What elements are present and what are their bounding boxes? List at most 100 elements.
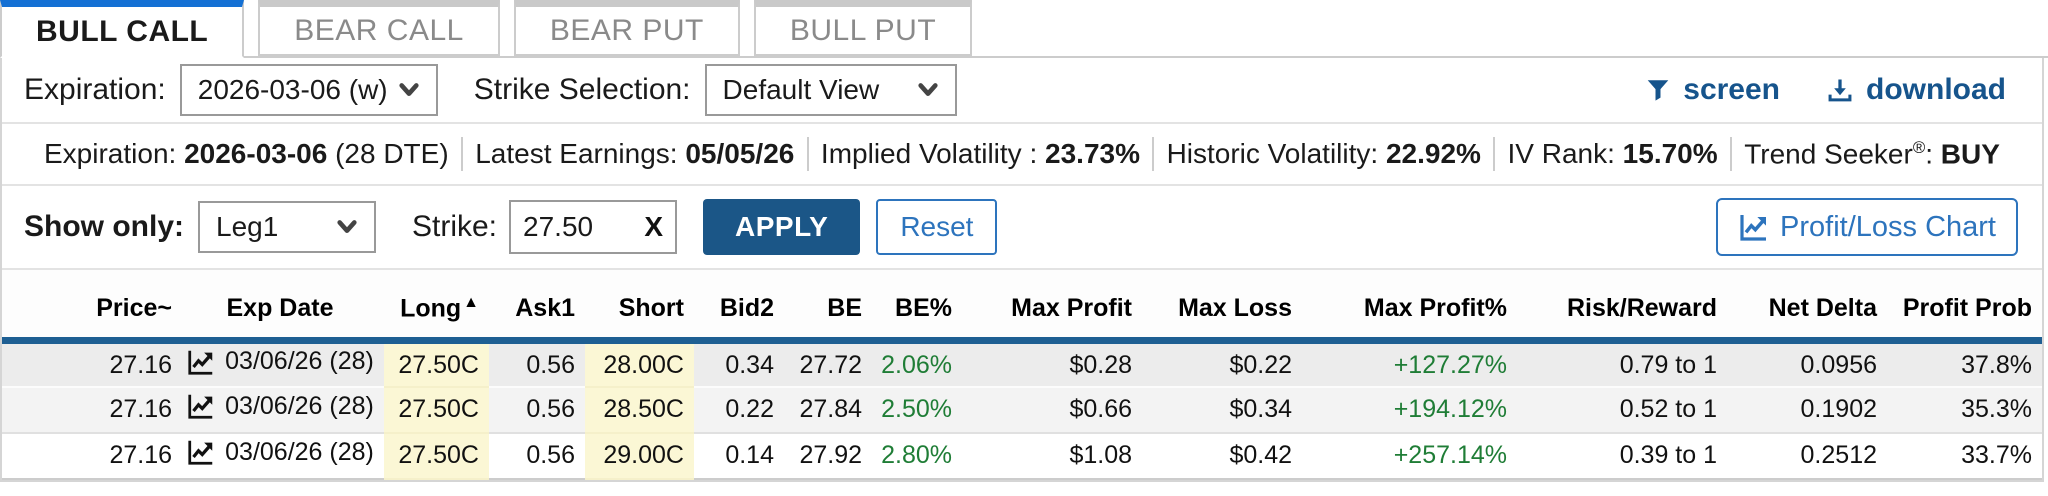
divider: [460, 137, 463, 171]
toolbar: Expiration: 2026-03-06 (w) Strike Select…: [2, 58, 2042, 124]
cell-be-pct: 2.06%: [872, 340, 962, 388]
cell-be: 27.92: [784, 432, 872, 480]
strike-label: Strike:: [412, 210, 498, 243]
download-icon: [1828, 79, 1852, 102]
cell-exp-date: 03/06/26 (28): [182, 432, 384, 480]
strike-selection-value: Default View: [722, 74, 880, 105]
cell-net-delta: 0.1902: [1727, 386, 1887, 434]
strike-input[interactable]: [523, 211, 637, 243]
col-max-loss[interactable]: Max Loss: [1142, 270, 1302, 345]
col-ask1[interactable]: Ask1: [489, 270, 585, 345]
col-exp-date[interactable]: Exp Date: [182, 270, 384, 345]
divider: [806, 137, 809, 171]
col-risk-reward[interactable]: Risk/Reward: [1517, 270, 1727, 345]
screener-panel: Expiration: 2026-03-06 (w) Strike Select…: [0, 58, 2044, 482]
table-header: Price~ Exp Date Long ▲ Ask1 Short Bid2 BE…: [2, 270, 2042, 345]
cell-price: 27.16: [2, 340, 182, 388]
cell-exp-date: 03/06/26 (28): [182, 340, 384, 388]
sort-asc-icon: ▲: [463, 294, 479, 311]
stat-iv-rank: IV Rank: 15.70%: [1507, 138, 1718, 169]
stat-implied-volatility: Implied Volatility : 23.73%: [820, 138, 1140, 169]
cell-ask1: 0.56: [489, 432, 585, 480]
tab-bear-call[interactable]: BEAR CALL: [258, 0, 500, 56]
cell-profit-prob: 35.3%: [1887, 386, 2042, 434]
cell-long: 27.50C: [384, 340, 489, 388]
expiration-label: Expiration:: [24, 73, 166, 106]
cell-bid2: 0.34: [694, 340, 784, 388]
divider: [1729, 137, 1732, 171]
strategy-tabs: BULL CALL BEAR CALL BEAR PUT BULL PUT: [0, 0, 2048, 58]
cell-risk-reward: 0.39 to 1: [1517, 432, 1727, 480]
cell-price: 27.16: [2, 432, 182, 480]
expiration-select-value: 2026-03-06 (w): [197, 74, 388, 105]
cell-be-pct: 2.50%: [872, 386, 962, 434]
cell-short: 29.00C: [585, 432, 694, 480]
cell-be-pct: 2.80%: [872, 432, 962, 480]
table-row: 27.16 03/06/26 (28) 27.50C 0.56 28.00C 0…: [2, 340, 2042, 388]
mini-chart-icon[interactable]: [186, 437, 216, 467]
tab-bull-call[interactable]: BULL CALL: [0, 0, 245, 58]
col-long[interactable]: Long ▲: [384, 270, 489, 345]
chevron-down-icon: [399, 83, 419, 96]
stats-bar: Expiration: 2026-03-06 (28 DTE) Latest E…: [2, 124, 2042, 186]
divider: [1152, 137, 1155, 171]
screen-button[interactable]: screen: [1645, 73, 1780, 107]
cell-max-profit-pct: +257.14%: [1302, 432, 1517, 480]
stat-trend-seeker: Trend Seeker®: BUY: [1744, 137, 2000, 170]
chevron-down-icon: [337, 220, 357, 233]
strike-selection-select[interactable]: Default View: [704, 64, 957, 116]
cell-max-loss: $0.34: [1142, 386, 1302, 434]
cell-max-profit: $0.66: [962, 386, 1142, 434]
cell-risk-reward: 0.52 to 1: [1517, 386, 1727, 434]
download-button[interactable]: download: [1826, 73, 2006, 107]
col-max-profit[interactable]: Max Profit: [962, 270, 1142, 345]
profit-loss-chart-button[interactable]: Profit/Loss Chart: [1716, 198, 2018, 256]
col-be-pct[interactable]: BE%: [872, 270, 962, 345]
cell-profit-prob: 37.8%: [1887, 340, 2042, 388]
divider: [1493, 137, 1496, 171]
cell-profit-prob: 33.7%: [1887, 432, 2042, 480]
clear-strike-button[interactable]: X: [644, 211, 664, 242]
chevron-down-icon: [917, 83, 938, 96]
cell-max-loss: $0.22: [1142, 340, 1302, 388]
apply-button[interactable]: APPLY: [703, 199, 861, 255]
col-short[interactable]: Short: [585, 270, 694, 345]
cell-max-profit: $1.08: [962, 432, 1142, 480]
tab-bull-put[interactable]: BULL PUT: [753, 0, 973, 56]
cell-short: 28.00C: [585, 340, 694, 388]
table-row: 27.16 03/06/26 (28) 27.50C 0.56 28.50C 0…: [2, 386, 2042, 434]
col-net-delta[interactable]: Net Delta: [1727, 270, 1887, 345]
expiration-select[interactable]: 2026-03-06 (w): [179, 64, 438, 116]
stat-historic-volatility: Historic Volatility: 22.92%: [1166, 138, 1481, 169]
cell-max-profit-pct: +194.12%: [1302, 386, 1517, 434]
cell-risk-reward: 0.79 to 1: [1517, 340, 1727, 388]
cell-ask1: 0.56: [489, 340, 585, 388]
spread-table: Price~ Exp Date Long ▲ Ask1 Short Bid2 BE…: [2, 270, 2042, 480]
table-row: 27.16 03/06/26 (28) 27.50C 0.56 29.00C 0…: [2, 432, 2042, 480]
strike-selection-label: Strike Selection:: [473, 73, 691, 106]
col-max-profit-pct[interactable]: Max Profit%: [1302, 270, 1517, 345]
cell-price: 27.16: [2, 386, 182, 434]
cell-net-delta: 0.2512: [1727, 432, 1887, 480]
filter-bar: Show only: Leg1 Strike: X APPLY Reset Pr…: [2, 186, 2042, 270]
tab-bear-put[interactable]: BEAR PUT: [513, 0, 740, 56]
mini-chart-icon[interactable]: [186, 391, 216, 421]
cell-exp-date: 03/06/26 (28): [182, 386, 384, 434]
col-bid2[interactable]: Bid2: [694, 270, 784, 345]
cell-be: 27.84: [784, 386, 872, 434]
cell-max-profit-pct: +127.27%: [1302, 340, 1517, 388]
cell-short: 28.50C: [585, 386, 694, 434]
show-only-value: Leg1: [216, 211, 279, 242]
stat-latest-earnings: Latest Earnings: 05/05/26: [475, 138, 795, 169]
stat-expiration: Expiration: 2026-03-06 (28 DTE): [44, 138, 449, 169]
cell-max-loss: $0.42: [1142, 432, 1302, 480]
cell-bid2: 0.22: [694, 386, 784, 434]
cell-bid2: 0.14: [694, 432, 784, 480]
col-profit-prob[interactable]: Profit Prob: [1887, 270, 2042, 345]
cell-be: 27.72: [784, 340, 872, 388]
col-price[interactable]: Price~: [2, 270, 182, 345]
reset-button[interactable]: Reset: [876, 199, 998, 255]
col-be[interactable]: BE: [784, 270, 872, 345]
show-only-select[interactable]: Leg1: [198, 201, 376, 253]
mini-chart-icon[interactable]: [186, 347, 216, 377]
